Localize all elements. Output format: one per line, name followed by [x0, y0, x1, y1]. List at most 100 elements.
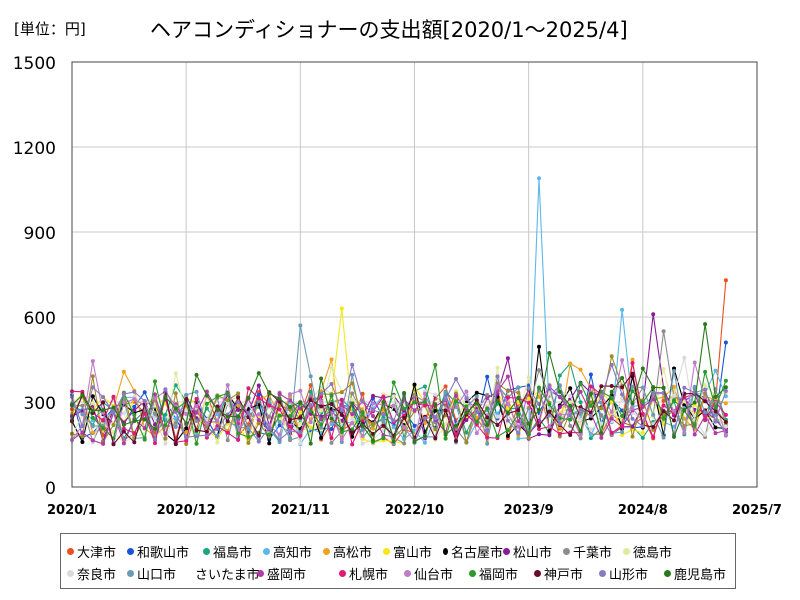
- data-point: [620, 392, 625, 397]
- data-point: [184, 392, 189, 397]
- legend-marker: [383, 547, 390, 555]
- data-point: [308, 403, 313, 408]
- legend-item: 徳島市: [623, 540, 683, 562]
- data-point: [132, 404, 137, 409]
- data-point: [651, 312, 656, 317]
- data-point: [402, 441, 407, 446]
- data-point: [578, 411, 583, 416]
- data-point: [485, 428, 490, 433]
- data-point: [360, 410, 365, 415]
- data-point: [620, 414, 625, 418]
- data-point: [329, 382, 334, 386]
- data-point: [339, 437, 344, 442]
- x-tick-label: 2024/8: [618, 503, 668, 518]
- legend-marker: [623, 547, 630, 555]
- series-山形市: [70, 362, 728, 445]
- data-point: [485, 435, 490, 440]
- data-point: [713, 419, 718, 424]
- data-point: [599, 430, 604, 435]
- data-point: [547, 384, 552, 389]
- legend-item: 福岡市: [469, 562, 534, 584]
- data-point: [194, 396, 199, 401]
- legend-marker: [339, 569, 346, 577]
- legend-label: 名古屋市: [450, 545, 503, 561]
- data-point: [194, 372, 199, 377]
- data-point: [121, 429, 126, 434]
- data-point: [121, 426, 126, 431]
- data-point: [277, 432, 282, 437]
- data-point: [215, 433, 220, 438]
- data-point: [153, 441, 157, 446]
- legend-item: 奈良市: [67, 562, 127, 584]
- data-point: [256, 433, 261, 438]
- legend-marker: [563, 547, 570, 555]
- data-point: [204, 424, 209, 428]
- data-point: [298, 410, 303, 415]
- data-point: [153, 416, 157, 421]
- data-point: [495, 398, 500, 403]
- data-point: [132, 419, 137, 423]
- data-point: [703, 383, 708, 387]
- data-point: [319, 399, 324, 404]
- data-point: [142, 417, 147, 422]
- data-point: [672, 398, 676, 403]
- data-point: [485, 374, 490, 379]
- data-point: [651, 390, 656, 395]
- data-point: [350, 398, 355, 402]
- data-point: [588, 384, 593, 389]
- data-point: [329, 427, 334, 431]
- data-point: [526, 421, 531, 426]
- data-point: [371, 401, 375, 406]
- data-point: [661, 409, 666, 414]
- data-point: [495, 423, 500, 427]
- data-point: [142, 390, 147, 395]
- legend-item: 鹿児島市: [664, 562, 729, 584]
- data-point: [101, 441, 106, 446]
- data-point: [277, 419, 282, 424]
- data-point: [630, 434, 635, 439]
- data-point: [474, 401, 479, 406]
- data-point: [661, 416, 666, 421]
- legend-marker: [664, 569, 671, 577]
- legend-label: 福岡市: [479, 567, 519, 583]
- data-point: [526, 375, 531, 380]
- data-point: [485, 396, 490, 401]
- series-line: [71, 372, 727, 446]
- data-point: [267, 425, 272, 430]
- data-point: [329, 422, 334, 427]
- data-point: [620, 358, 625, 363]
- data-point: [391, 380, 396, 385]
- data-point: [236, 407, 241, 412]
- data-point: [609, 430, 614, 435]
- data-point: [256, 439, 261, 444]
- data-point: [132, 440, 137, 445]
- data-point: [485, 392, 490, 397]
- data-point: [329, 365, 334, 370]
- data-point: [485, 415, 490, 420]
- data-point: [90, 430, 95, 435]
- data-point: [578, 417, 583, 422]
- data-point: [630, 384, 635, 389]
- data-point: [142, 426, 147, 431]
- data-point: [381, 417, 386, 422]
- data-point: [101, 408, 106, 413]
- data-point: [329, 416, 334, 421]
- legend-marker: [263, 547, 270, 555]
- data-point: [703, 410, 708, 415]
- data-point: [474, 390, 479, 395]
- data-point: [526, 406, 531, 411]
- data-point: [723, 389, 728, 393]
- data-point: [298, 430, 303, 435]
- data-point: [620, 423, 625, 428]
- data-point: [360, 423, 365, 428]
- data-point: [723, 385, 728, 390]
- data-point: [516, 436, 521, 441]
- data-point: [277, 413, 282, 418]
- data-point: [111, 423, 116, 427]
- x-tick-label: 2021/11: [271, 503, 330, 518]
- data-point: [568, 403, 573, 408]
- data-point: [682, 430, 687, 435]
- legend-label: 山口市: [137, 567, 177, 583]
- data-point: [194, 428, 199, 433]
- legend-label: 高松市: [333, 545, 373, 561]
